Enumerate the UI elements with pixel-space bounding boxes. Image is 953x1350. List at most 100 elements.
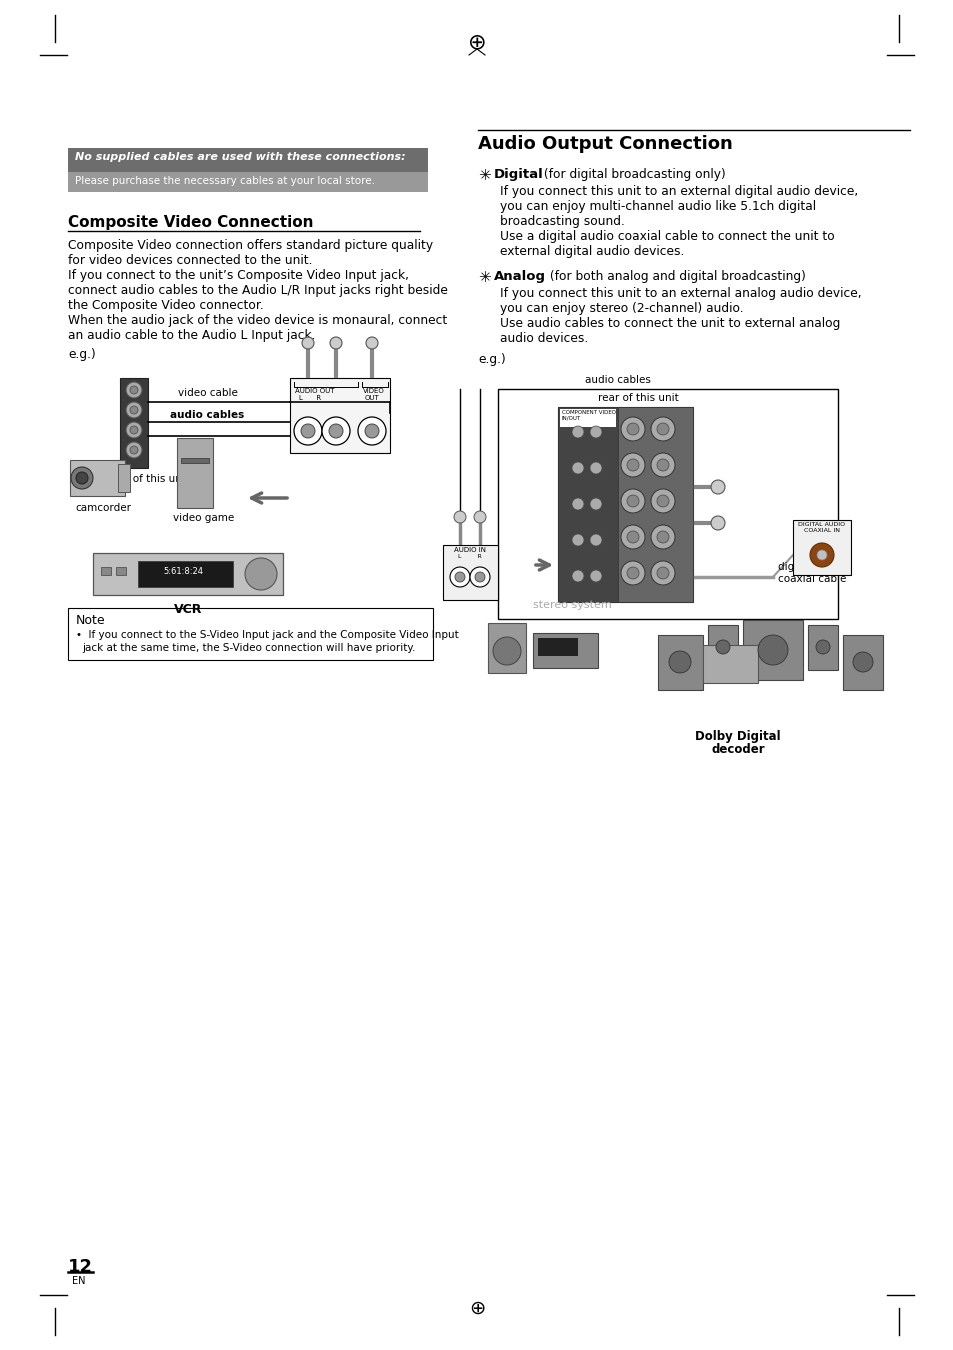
Circle shape <box>126 423 142 437</box>
Circle shape <box>758 634 787 666</box>
Circle shape <box>294 417 322 446</box>
Circle shape <box>474 512 485 522</box>
Circle shape <box>626 423 639 435</box>
Bar <box>658 634 702 690</box>
Bar <box>177 437 213 508</box>
Circle shape <box>572 427 583 437</box>
Bar <box>101 567 111 575</box>
Circle shape <box>620 454 644 477</box>
Circle shape <box>357 417 386 446</box>
Circle shape <box>454 512 465 522</box>
Bar <box>290 378 390 454</box>
Circle shape <box>330 338 341 350</box>
Bar <box>537 639 578 656</box>
Circle shape <box>470 567 490 587</box>
Text: (for digital broadcasting only): (for digital broadcasting only) <box>539 167 725 181</box>
Circle shape <box>620 525 644 549</box>
Text: decoder: decoder <box>710 743 764 756</box>
Bar <box>116 567 126 575</box>
Bar <box>792 520 850 575</box>
Circle shape <box>809 543 833 567</box>
Circle shape <box>657 567 668 579</box>
Text: Use audio cables to connect the unit to external analog: Use audio cables to connect the unit to … <box>499 317 840 329</box>
Text: audio devices.: audio devices. <box>499 332 588 346</box>
Bar <box>807 625 837 670</box>
Circle shape <box>245 558 276 590</box>
Text: Audio Output Connection: Audio Output Connection <box>477 135 732 153</box>
Text: COMPONENT VIDEO
IN/OUT: COMPONENT VIDEO IN/OUT <box>561 410 616 421</box>
Circle shape <box>852 652 872 672</box>
Text: broadcasting sound.: broadcasting sound. <box>499 215 624 228</box>
Bar <box>68 608 433 660</box>
Circle shape <box>493 637 520 666</box>
Circle shape <box>126 441 142 458</box>
Circle shape <box>455 572 464 582</box>
Text: 5:61:8:24: 5:61:8:24 <box>163 567 203 576</box>
Circle shape <box>668 651 690 674</box>
Text: digital audio
coaxial cable: digital audio coaxial cable <box>778 562 845 583</box>
Circle shape <box>126 402 142 418</box>
Text: connect audio cables to the Audio L/R Input jacks right beside: connect audio cables to the Audio L/R In… <box>68 284 447 297</box>
Circle shape <box>572 535 583 545</box>
Circle shape <box>589 498 601 510</box>
Bar <box>68 171 428 192</box>
Text: ✳: ✳ <box>477 270 490 285</box>
Circle shape <box>572 570 583 582</box>
Bar <box>92 554 283 595</box>
Text: Digital: Digital <box>494 167 543 181</box>
Circle shape <box>76 472 88 485</box>
Bar <box>68 148 428 171</box>
Bar <box>497 389 837 620</box>
Circle shape <box>657 459 668 471</box>
Text: AUDIO IN: AUDIO IN <box>454 547 485 553</box>
Circle shape <box>130 446 138 454</box>
Circle shape <box>475 572 484 582</box>
Text: 12: 12 <box>68 1258 92 1276</box>
Circle shape <box>650 525 675 549</box>
Text: L      R: L R <box>298 396 321 401</box>
Text: L        R: L R <box>457 554 481 559</box>
Text: video game: video game <box>172 513 234 522</box>
Text: ⊕: ⊕ <box>467 32 486 53</box>
Text: an audio cable to the Audio L Input jack.: an audio cable to the Audio L Input jack… <box>68 329 315 342</box>
Text: Use a digital audio coaxial cable to connect the unit to: Use a digital audio coaxial cable to con… <box>499 230 834 243</box>
Text: camcorder: camcorder <box>75 504 131 513</box>
Text: AUDIO OUT: AUDIO OUT <box>294 387 335 394</box>
Bar <box>120 378 148 468</box>
Text: If you connect to the unit’s Composite Video Input jack,: If you connect to the unit’s Composite V… <box>68 269 409 282</box>
Text: •  If you connect to the S-Video Input jack and the Composite Video Input: • If you connect to the S-Video Input ja… <box>76 630 458 640</box>
Text: If you connect this unit to an external digital audio device,: If you connect this unit to an external … <box>499 185 858 198</box>
Text: ✳: ✳ <box>477 167 490 184</box>
Circle shape <box>626 495 639 508</box>
Circle shape <box>322 417 350 446</box>
Circle shape <box>572 462 583 474</box>
Circle shape <box>302 338 314 350</box>
Text: Dolby Digital: Dolby Digital <box>695 730 780 742</box>
Circle shape <box>815 640 829 653</box>
Text: Composite Video Connection: Composite Video Connection <box>68 215 314 230</box>
Text: e.g.): e.g.) <box>477 352 505 366</box>
Text: Please purchase the necessary cables at your local store.: Please purchase the necessary cables at … <box>75 176 375 186</box>
Text: VCR: VCR <box>173 603 202 616</box>
Circle shape <box>572 498 583 510</box>
Text: No supplied cables are used with these connections:: No supplied cables are used with these c… <box>75 153 405 162</box>
Bar <box>707 625 738 670</box>
Bar <box>559 409 616 427</box>
Circle shape <box>620 417 644 441</box>
Circle shape <box>589 535 601 545</box>
Circle shape <box>130 427 138 433</box>
Bar <box>618 406 692 602</box>
Text: OUT: OUT <box>365 396 379 401</box>
Text: When the audio jack of the video device is monaural, connect: When the audio jack of the video device … <box>68 315 447 327</box>
Text: jack at the same time, the S-Video connection will have priority.: jack at the same time, the S-Video conne… <box>82 643 415 653</box>
Circle shape <box>130 406 138 414</box>
Bar <box>181 458 209 463</box>
Circle shape <box>365 424 378 437</box>
Circle shape <box>716 640 729 653</box>
Text: audio cables: audio cables <box>170 410 244 420</box>
Text: DIGITAL AUDIO
COAXIAL IN: DIGITAL AUDIO COAXIAL IN <box>798 522 844 533</box>
Circle shape <box>589 427 601 437</box>
Circle shape <box>650 417 675 441</box>
Text: audio cables: audio cables <box>584 375 650 385</box>
Bar <box>488 622 525 674</box>
